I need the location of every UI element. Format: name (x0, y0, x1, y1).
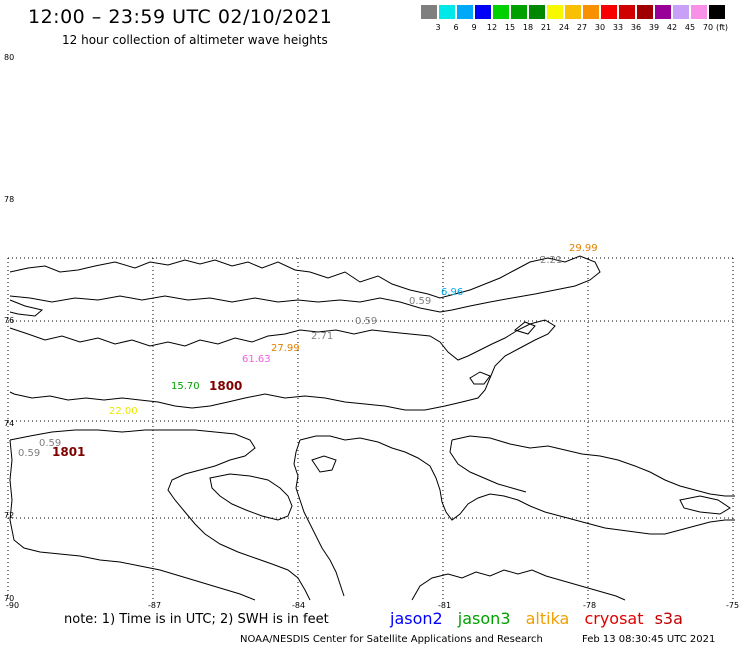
lon-labels: -90 -87 -84 -81 -78 -75 (6, 601, 739, 610)
scale-label: 33 (612, 23, 624, 32)
pass-labels: 1800 1801 (52, 379, 242, 459)
lon-label: -87 (148, 601, 161, 610)
scale-label: 21 (540, 23, 552, 32)
wave-height-value: 2.21 (540, 255, 562, 266)
satellite-legend: jason2 jason3 altika cryosat s3a (390, 609, 693, 628)
wave-height-value: 0.59 (409, 296, 431, 307)
wave-height-value: 6.96 (441, 287, 463, 298)
scale-label: 24 (558, 23, 570, 32)
legend-cryosat: cryosat (584, 609, 644, 628)
lon-label: -78 (583, 601, 596, 610)
wave-height-value: 0.59 (18, 448, 40, 459)
scale-swatch (511, 5, 527, 19)
scale-label: 12 (486, 23, 498, 32)
scale-swatch (457, 5, 473, 19)
scale-swatch (493, 5, 509, 19)
map-title: 12:00 – 23:59 UTC 02/10/2021 (28, 6, 333, 28)
wave-height-value: 15.70 (171, 381, 200, 392)
scale-swatch (529, 5, 545, 19)
scale-swatch (691, 5, 707, 19)
scale-swatch (439, 5, 455, 19)
scale-swatch (475, 5, 491, 19)
scale-unit: (ft) (716, 23, 729, 32)
scale-label: 18 (522, 23, 534, 32)
wave-height-value: 29.99 (569, 243, 598, 254)
wave-height-value: 22.00 (109, 406, 138, 417)
scale-label: 3 (435, 23, 441, 32)
credit-timestamp: Feb 13 08:30:45 UTC 2021 (582, 634, 716, 645)
scale-label: 45 (684, 23, 696, 32)
map-subtitle: 12 hour collection of altimeter wave hei… (62, 33, 328, 47)
scale-label: 9 (471, 23, 477, 32)
scale-swatch (547, 5, 563, 19)
coastline (9, 255, 735, 601)
pass-time-label: 1800 (209, 379, 242, 393)
scale-label: 27 (576, 23, 588, 32)
wave-height-value: 61.63 (242, 354, 271, 365)
lat-label: 80 (4, 53, 14, 62)
legend-jason2: jason2 (390, 609, 443, 628)
scale-swatch (673, 5, 689, 19)
scale-swatch (421, 5, 437, 19)
legend-altika: altika (525, 609, 570, 628)
scale-label: 6 (453, 23, 459, 32)
scale-swatch (709, 5, 725, 19)
lon-label: -84 (292, 601, 305, 610)
scale-label: 15 (504, 23, 516, 32)
scale-label: 70 (702, 23, 714, 32)
scale-swatch (583, 5, 599, 19)
scale-swatch (637, 5, 653, 19)
scale-label: 39 (648, 23, 660, 32)
wave-height-value: 0.59 (355, 316, 377, 327)
lat-label: 74 (4, 419, 14, 428)
scale-swatch (601, 5, 617, 19)
note-text: note: 1) Time is in UTC; 2) SWH is in fe… (64, 612, 329, 627)
lat-label: 70 (4, 594, 14, 603)
legend-jason3: jason3 (457, 609, 511, 628)
legend-s3a: s3a (654, 609, 683, 628)
scale-label: 36 (630, 23, 642, 32)
lat-labels: 80 78 76 74 72 70 (4, 53, 14, 603)
credit-text: NOAA/NESDIS Center for Satellite Applica… (240, 634, 543, 645)
scale-label: 42 (666, 23, 678, 32)
lat-label: 78 (4, 195, 14, 204)
lat-label: 72 (4, 511, 14, 520)
scale-label: 30 (594, 23, 606, 32)
wave-height-value: 2.71 (311, 331, 333, 342)
scale-swatch (565, 5, 581, 19)
lon-label: -75 (726, 601, 739, 610)
lat-label: 76 (4, 316, 14, 325)
graticule (7, 257, 735, 600)
scale-swatch (619, 5, 635, 19)
scale-swatch (655, 5, 671, 19)
lon-label: -90 (6, 601, 19, 610)
pass-time-label: 1801 (52, 445, 85, 459)
wave-height-value: 0.59 (39, 438, 61, 449)
lon-label: -81 (438, 601, 451, 610)
wave-height-value: 27.99 (271, 343, 300, 354)
observations: 29.99 2.21 6.96 0.59 0.59 2.71 27.99 61.… (18, 243, 598, 459)
